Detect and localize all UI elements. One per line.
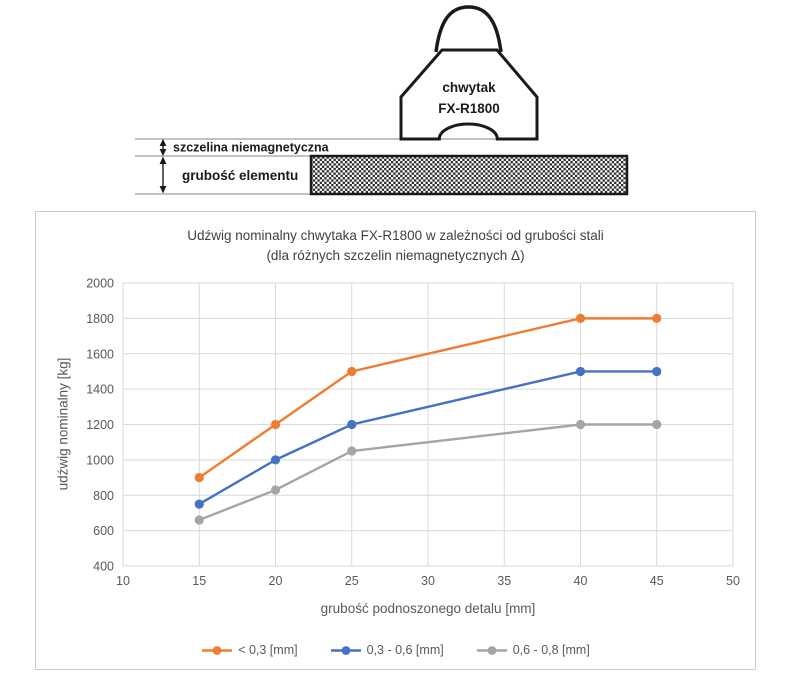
data-point: [270, 455, 281, 465]
x-tick-label: 35: [497, 574, 511, 588]
data-point: [575, 419, 586, 430]
gap-dimension-arrow: [159, 139, 167, 156]
gripper-body: [399, 48, 539, 141]
thickness-dimension-arrow: [159, 156, 167, 194]
gripper-diagram: szczelina niemagnetyczna grubość element…: [135, 5, 629, 196]
chart-title-line2: (dla różnych szczelin niemagnetycznych Δ…: [266, 248, 525, 263]
chart-title: Udźwig nominalny chwytaka FX-R1800 w zal…: [36, 226, 755, 266]
x-tick-label: 40: [574, 574, 588, 588]
y-tick-label: 1600: [86, 347, 114, 361]
legend-marker-icon: [476, 645, 507, 655]
chart-title-line1: Udźwig nominalny chwytaka FX-R1800 w zal…: [187, 228, 604, 243]
y-tick-label: 1000: [86, 453, 114, 467]
x-tick-label: 30: [421, 574, 435, 588]
chart-panel: 400 600 800 1000 1200 1400 1600 1800 2000 10 15 20 2…: [35, 211, 756, 670]
y-tick-label: 1200: [86, 418, 114, 432]
gap-label: szczelina niemagnetyczna: [173, 141, 330, 155]
data-point: [270, 485, 281, 495]
legend-item: < 0,3 [mm]: [201, 643, 298, 657]
data-point: [652, 313, 662, 323]
legend-item: 0,3 - 0,6 [mm]: [330, 643, 444, 657]
legend-label: < 0,3 [mm]: [238, 643, 298, 657]
x-tick-label: 45: [650, 574, 664, 588]
y-tick-label: 1400: [86, 383, 114, 397]
data-point: [194, 499, 204, 509]
data-point: [575, 313, 586, 323]
x-axis-title: grubość podnoszonego detalu [mm]: [320, 601, 536, 616]
data-point: [652, 419, 662, 430]
data-point: [347, 446, 357, 456]
chart-legend: < 0,3 [mm] 0,3 - 0,6 [mm] 0,6 - 0,8 [mm]: [36, 643, 755, 657]
line-chart: 400 600 800 1000 1200 1400 1600 1800 2000 10 15 20 2…: [86, 277, 740, 589]
y-axis-title: udźwig nominalny [kg]: [55, 357, 71, 491]
data-point: [575, 366, 586, 377]
y-tick-label: 600: [93, 524, 114, 538]
steel-element: [309, 154, 629, 196]
x-tick-label: 10: [116, 574, 130, 588]
y-tick-label: 2000: [86, 277, 114, 291]
gripper-dome: [434, 5, 503, 53]
y-tick-label: 800: [93, 489, 114, 503]
data-point: [194, 515, 204, 525]
x-tick-label: 20: [269, 574, 283, 588]
x-tick-label: 25: [345, 574, 359, 588]
legend-label: 0,3 - 0,6 [mm]: [366, 643, 444, 657]
legend-marker-icon: [202, 645, 233, 655]
y-tick-label: 400: [93, 560, 114, 574]
legend-marker-icon: [330, 645, 361, 655]
legend-item: 0,6 - 0,8 [mm]: [476, 643, 590, 657]
data-point: [194, 472, 204, 483]
x-tick-label: 50: [726, 574, 740, 588]
data-point: [270, 419, 281, 430]
gripper-label-line1: chwytak: [442, 80, 496, 95]
data-point: [347, 366, 357, 377]
y-tick-label: 1800: [86, 312, 114, 326]
thickness-label: grubość elementu: [182, 168, 298, 183]
gripper-label-line2: FX-R1800: [438, 101, 500, 116]
x-tick-label: 15: [192, 574, 206, 588]
data-point: [347, 419, 357, 430]
legend-label: 0,6 - 0,8 [mm]: [512, 643, 590, 657]
data-point: [652, 366, 662, 377]
